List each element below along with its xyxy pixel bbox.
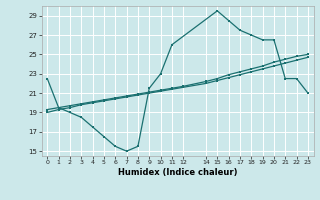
X-axis label: Humidex (Indice chaleur): Humidex (Indice chaleur) — [118, 168, 237, 177]
